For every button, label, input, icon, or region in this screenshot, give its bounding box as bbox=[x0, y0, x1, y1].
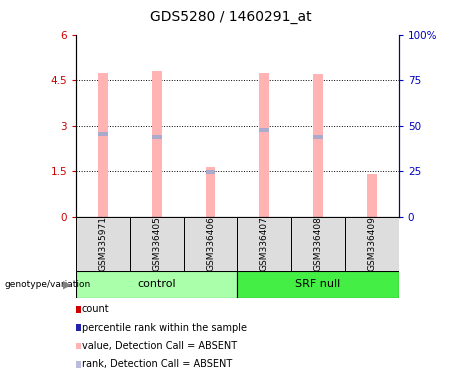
Bar bbox=[130, 217, 183, 271]
Text: percentile rank within the sample: percentile rank within the sample bbox=[82, 323, 247, 333]
Bar bbox=[76, 271, 237, 298]
Bar bbox=[291, 217, 345, 271]
Bar bbox=[313, 74, 323, 217]
Text: value, Detection Call = ABSENT: value, Detection Call = ABSENT bbox=[82, 341, 237, 351]
Text: control: control bbox=[137, 279, 176, 289]
Bar bbox=[260, 73, 269, 217]
Text: GDS5280 / 1460291_at: GDS5280 / 1460291_at bbox=[150, 10, 311, 23]
Text: GSM336406: GSM336406 bbox=[206, 217, 215, 271]
Bar bbox=[98, 132, 108, 136]
Bar bbox=[206, 170, 215, 174]
Bar bbox=[206, 167, 215, 217]
Text: SRF null: SRF null bbox=[296, 279, 341, 289]
Bar bbox=[98, 73, 108, 217]
Bar bbox=[345, 217, 399, 271]
Text: GSM336407: GSM336407 bbox=[260, 217, 269, 271]
Bar bbox=[183, 217, 237, 271]
Bar bbox=[152, 71, 161, 217]
Text: GSM336408: GSM336408 bbox=[313, 217, 323, 271]
Text: GSM336409: GSM336409 bbox=[367, 217, 376, 271]
Bar bbox=[260, 128, 269, 132]
Bar bbox=[152, 136, 161, 139]
Text: count: count bbox=[82, 304, 110, 314]
Bar bbox=[76, 217, 130, 271]
Text: ▶: ▶ bbox=[63, 280, 71, 290]
Bar bbox=[237, 271, 399, 298]
Bar bbox=[237, 217, 291, 271]
Text: rank, Detection Call = ABSENT: rank, Detection Call = ABSENT bbox=[82, 359, 232, 369]
Text: GSM335971: GSM335971 bbox=[99, 216, 107, 271]
Text: GSM336405: GSM336405 bbox=[152, 217, 161, 271]
Bar bbox=[313, 136, 323, 139]
Bar bbox=[367, 174, 377, 217]
Text: genotype/variation: genotype/variation bbox=[5, 280, 91, 290]
